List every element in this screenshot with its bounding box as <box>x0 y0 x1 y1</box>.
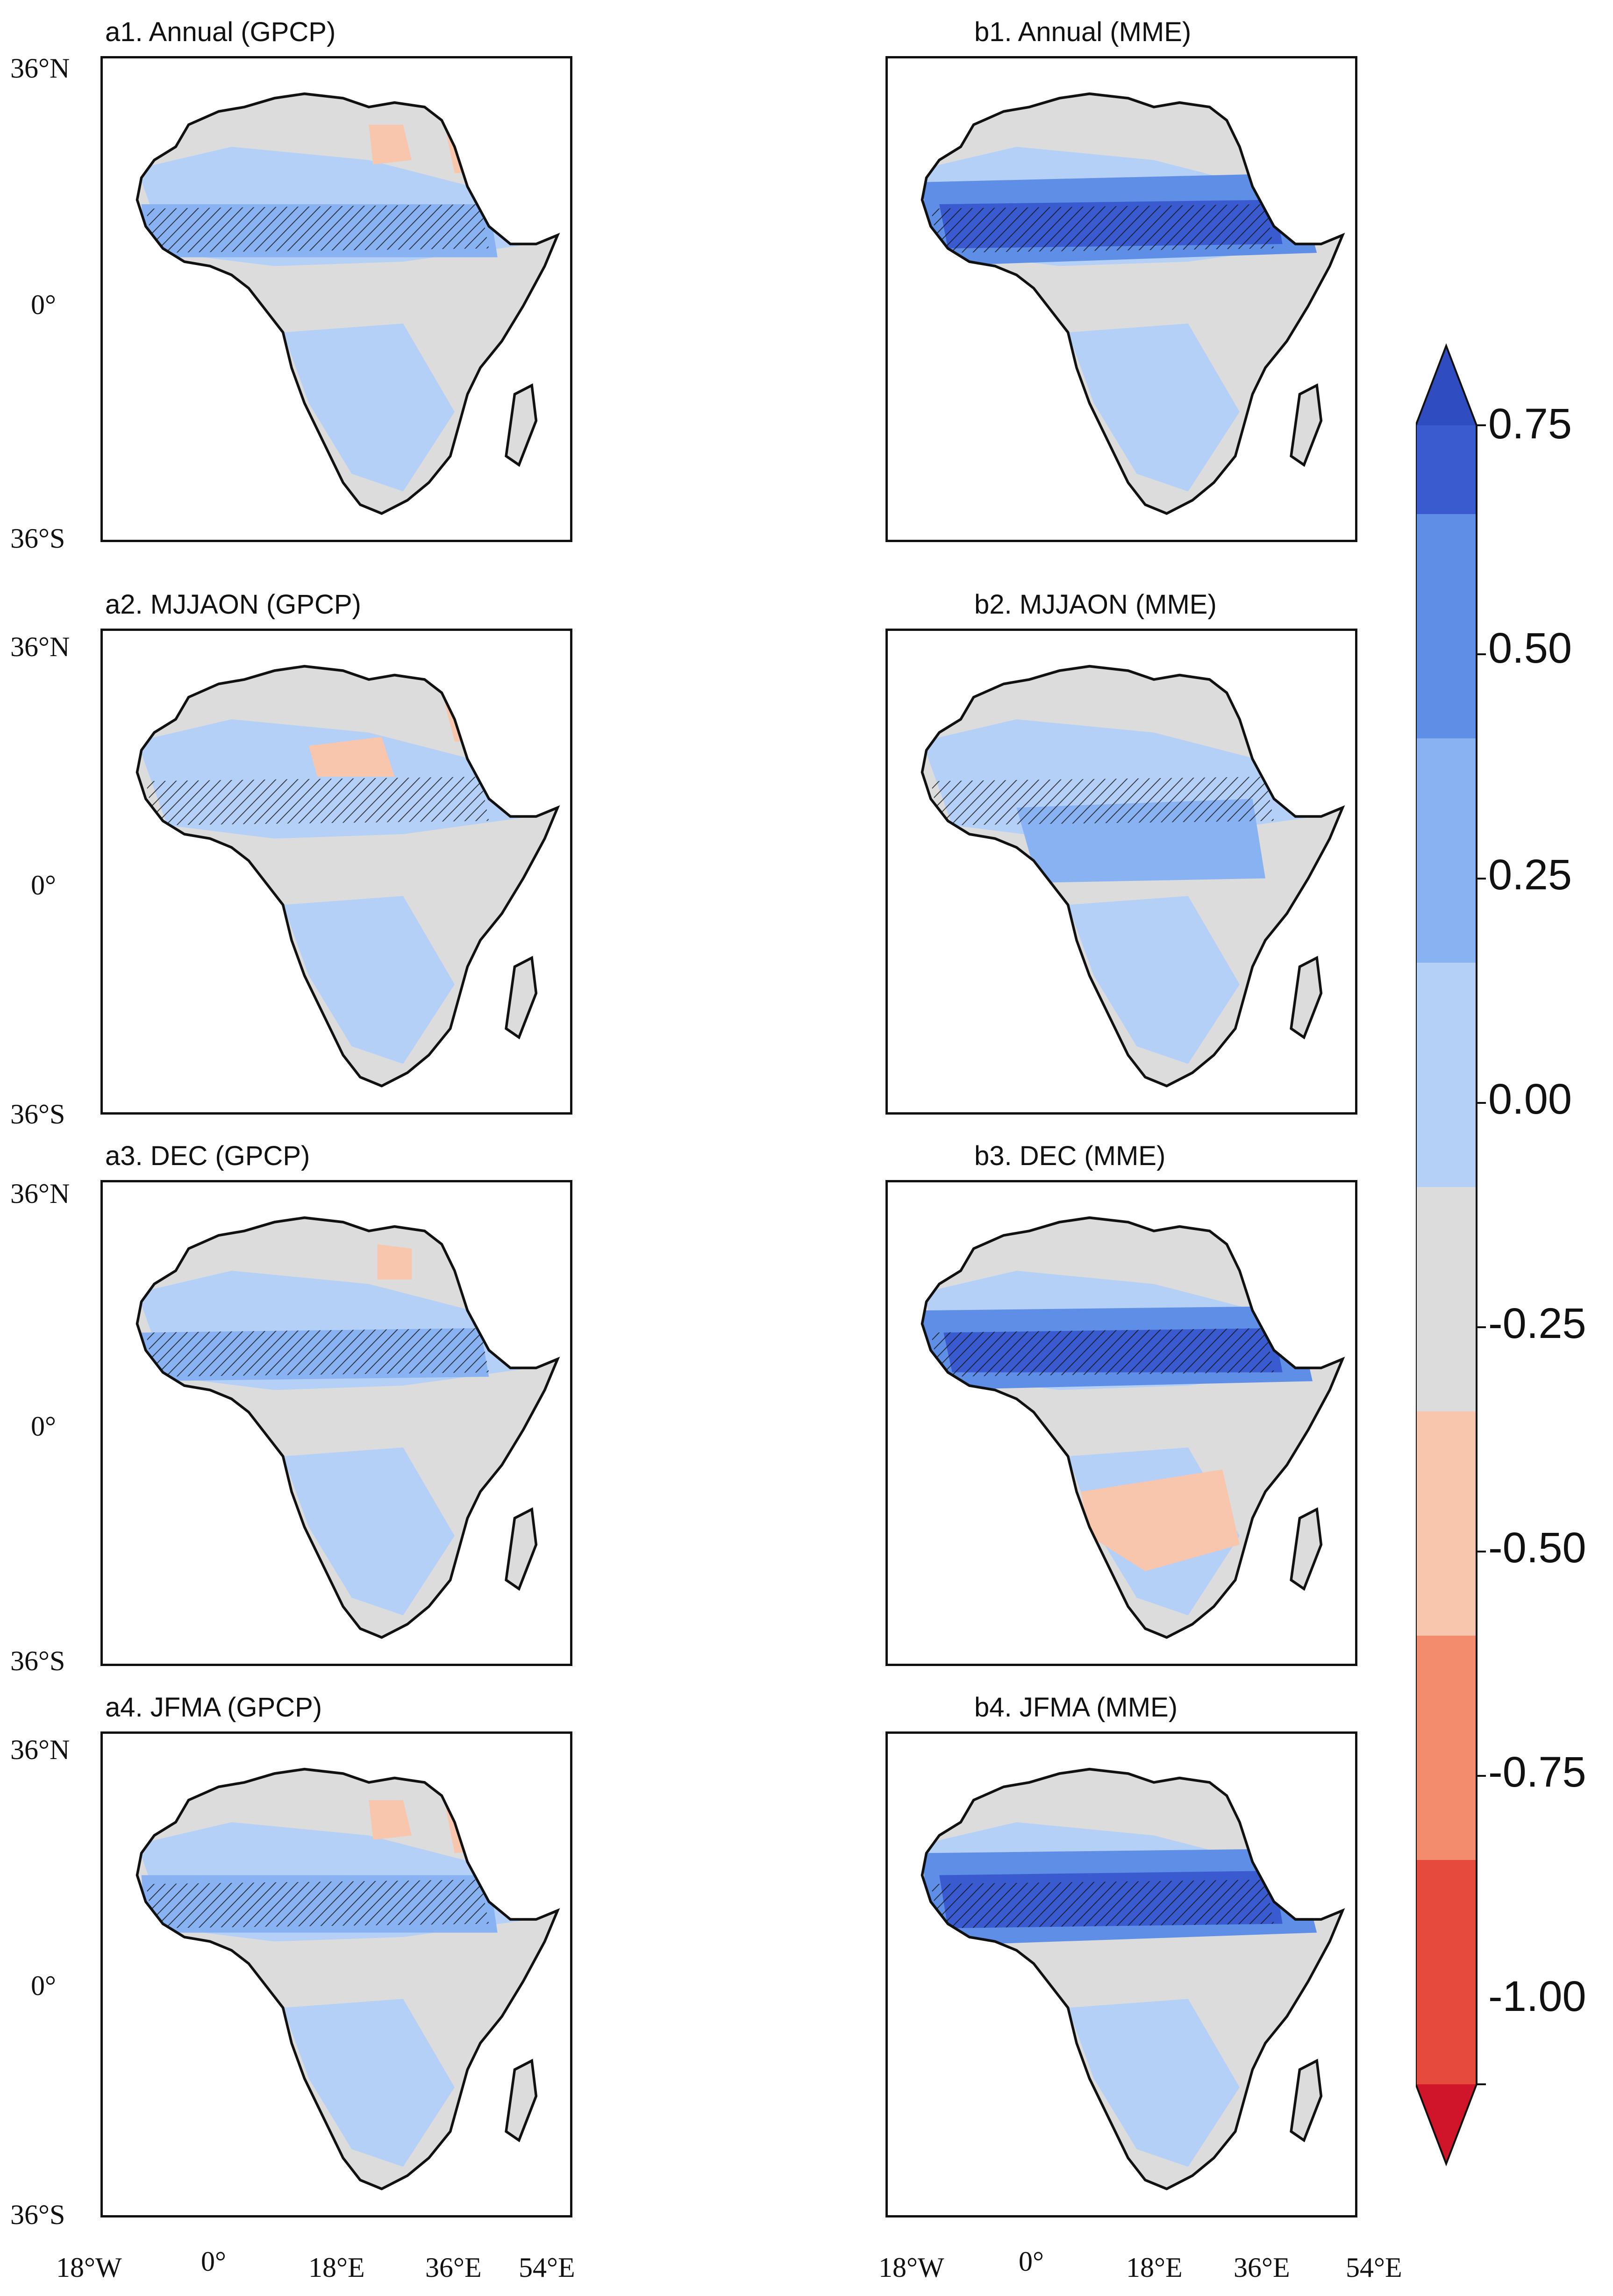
panel-title-b1: b1. Annual (MME) <box>974 17 1192 47</box>
panel-title-b2: b2. MJJAON (MME) <box>974 589 1217 620</box>
anomaly-patch <box>283 323 455 492</box>
anomaly-patch <box>369 124 412 165</box>
colorbar-label-0.00: 0.00 <box>1488 1075 1572 1123</box>
madagascar <box>505 1507 538 1591</box>
significance-hatching <box>930 1328 1274 1377</box>
colorbar-bin-075-100 <box>1416 425 1477 514</box>
colorbar-bin-m075-m050 <box>1416 1636 1477 1860</box>
anomaly-patch <box>283 1447 455 1616</box>
lon-label-54e: 54°E <box>1346 2252 1402 2283</box>
lat-label-36s: 36°S <box>10 2199 65 2230</box>
anomaly-patch <box>1081 1469 1240 1571</box>
map-b1 <box>885 56 1357 542</box>
lat-label-0: 0° <box>31 870 56 901</box>
map-b3 <box>885 1180 1357 1666</box>
significance-hatching <box>145 1328 489 1377</box>
colorbar-bin-025-050 <box>1416 738 1477 963</box>
colorbar-label-0.50: 0.50 <box>1488 624 1572 672</box>
lat-label-0: 0° <box>31 1411 56 1442</box>
anomaly-patch <box>377 1244 412 1280</box>
significance-hatching <box>930 1880 1274 1928</box>
madagascar <box>1290 383 1323 467</box>
lon-label-36e: 36°E <box>1234 2252 1290 2283</box>
madagascar <box>1290 2059 1323 2143</box>
colorbar-top-arrow <box>1416 346 1477 425</box>
anomaly-patch <box>283 1999 455 2167</box>
anomaly-patch <box>369 1800 412 1840</box>
colorbar-label-0.25: 0.25 <box>1488 851 1572 899</box>
lat-label-36s: 36°S <box>10 1099 65 1130</box>
panel-title-a1: a1. Annual (GPCP) <box>105 17 336 47</box>
map-a3 <box>100 1180 572 1666</box>
madagascar <box>505 2059 538 2143</box>
anomaly-patch <box>1068 896 1240 1064</box>
colorbar-label-m0.50: -0.50 <box>1488 1524 1586 1572</box>
map-b4 <box>885 1731 1357 2217</box>
lon-label-0: 0° <box>201 2246 226 2277</box>
anomaly-patch <box>308 737 395 777</box>
colorbar-bin-000-025 <box>1416 963 1477 1187</box>
colorbar-label-m0.25: -0.25 <box>1488 1300 1586 1347</box>
significance-hatching <box>930 777 1274 825</box>
map-a2 <box>100 629 572 1115</box>
map-a4 <box>100 1731 572 2217</box>
map-a1 <box>100 56 572 542</box>
lat-label-36n: 36°N <box>10 1178 70 1209</box>
significance-hatching <box>145 1880 489 1928</box>
lat-label-0: 0° <box>31 289 56 320</box>
lat-label-0: 0° <box>31 1970 56 2001</box>
lon-label-54e: 54°E <box>519 2252 575 2283</box>
lat-label-36n: 36°N <box>10 53 70 84</box>
colorbar-label-m1.00: -1.00 <box>1488 1973 1586 2020</box>
colorbar-bin-050-075 <box>1416 514 1477 738</box>
lon-label-18w: 18°W <box>878 2252 944 2283</box>
colorbar-label-0.75: 0.75 <box>1488 400 1572 448</box>
lon-label-18w: 18°W <box>56 2252 122 2283</box>
colorbar-bin-m100-m075 <box>1416 1860 1477 2084</box>
panel-title-a4: a4. JFMA (GPCP) <box>105 1692 322 1723</box>
lat-label-36n: 36°N <box>10 1734 70 1765</box>
anomaly-patch <box>1068 1999 1240 2167</box>
anomaly-patch <box>1068 323 1240 492</box>
madagascar <box>505 956 538 1040</box>
panel-title-a2: a2. MJJAON (GPCP) <box>105 589 361 620</box>
lon-label-36e: 36°E <box>425 2252 482 2283</box>
lon-label-0: 0° <box>1019 2246 1044 2277</box>
map-b2 <box>885 629 1357 1115</box>
lon-label-18e: 18°E <box>308 2252 365 2283</box>
madagascar <box>1290 1507 1323 1591</box>
madagascar <box>1290 956 1323 1040</box>
panel-title-a3: a3. DEC (GPCP) <box>105 1141 310 1171</box>
significance-hatching <box>145 777 489 825</box>
lat-label-36n: 36°N <box>10 631 70 662</box>
colorbar-label-m0.75: -0.75 <box>1488 1748 1586 1796</box>
colorbar-bottom-arrow <box>1416 2084 1477 2164</box>
panel-title-b3: b3. DEC (MME) <box>974 1141 1166 1171</box>
significance-hatching <box>145 204 489 253</box>
anomaly-patch <box>283 896 455 1064</box>
colorbar-bin-m025-000 <box>1416 1187 1477 1411</box>
madagascar <box>505 383 538 467</box>
lat-label-36s: 36°S <box>10 1645 65 1676</box>
lon-label-18e: 18°E <box>1126 2252 1183 2283</box>
colorbar-bin-m050-m025 <box>1416 1411 1477 1636</box>
colorbar <box>1416 343 1486 2167</box>
panel-title-b4: b4. JFMA (MME) <box>974 1692 1178 1723</box>
lat-label-36s: 36°S <box>10 523 65 554</box>
significance-hatching <box>930 204 1274 253</box>
